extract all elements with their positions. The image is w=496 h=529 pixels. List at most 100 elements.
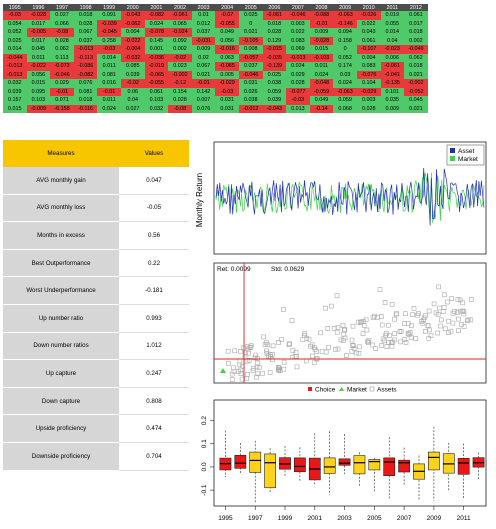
- heat-cell: 0.038: [238, 96, 263, 105]
- heat-cell: -0.107: [356, 45, 381, 54]
- year-box: [264, 448, 276, 494]
- asset-point: [394, 311, 399, 316]
- heat-year-header: 2008: [309, 4, 334, 11]
- box-body: [234, 455, 247, 469]
- asset-point: [379, 314, 384, 319]
- heat-cell: 0.024: [286, 62, 310, 71]
- asset-point: [384, 331, 389, 336]
- asset-point: [456, 316, 461, 322]
- heat-year-header: 1999: [97, 4, 121, 11]
- asset-point: [290, 348, 296, 353]
- heat-cell: 0.013: [286, 104, 310, 113]
- asset-point: [415, 312, 420, 318]
- measure-row: Down number ratios 1.012: [3, 332, 189, 361]
- heat-cell: 0.03: [333, 70, 357, 79]
- asset-point: [323, 349, 329, 355]
- asset-point: [449, 296, 454, 302]
- heat-cell: 0.04: [380, 36, 405, 45]
- heat-cell: -0.061: [262, 11, 287, 20]
- measure-row: Up number ratio 0.993: [3, 304, 189, 333]
- asset-point: [349, 337, 355, 343]
- heat-cell: 0.076: [191, 104, 216, 113]
- y-tick-label: 0.2: [201, 416, 208, 425]
- heat-cell: 0.014: [3, 45, 27, 54]
- box-body: [353, 455, 366, 475]
- measure-value: 0.56: [119, 221, 189, 250]
- heat-cell: 0.006: [380, 53, 405, 62]
- heat-cell: 0.065: [168, 19, 192, 28]
- x-tick-label: 2009: [427, 515, 442, 522]
- heat-cell: -0.113: [73, 53, 98, 62]
- heat-cell: -0.004: [120, 45, 145, 54]
- heat-cell: 0.015: [26, 79, 51, 88]
- heat-cell: 0.062: [404, 53, 428, 62]
- measure-name: Best Outperformance: [3, 249, 119, 278]
- asset-point: [393, 312, 399, 318]
- asset-point: [281, 307, 286, 312]
- heat-cell: 0.035: [380, 96, 405, 105]
- measure-value: 1.012: [119, 332, 189, 361]
- asset-point: [445, 299, 450, 305]
- x-tick-label: 2011: [457, 515, 471, 522]
- box-body: [457, 458, 470, 475]
- year-box: [234, 443, 247, 474]
- asset-point: [428, 333, 434, 338]
- heat-cell: 0.011: [97, 62, 121, 71]
- asset-point: [402, 337, 407, 342]
- heat-cell: 0.055: [380, 19, 405, 28]
- heat-cell: 0.023: [168, 62, 192, 71]
- asset-point: [318, 330, 323, 336]
- heat-cell: -0.088: [309, 11, 334, 20]
- heat-cell: 0.015: [309, 45, 334, 54]
- asset-point: [397, 329, 403, 334]
- heat-cell: 0.028: [50, 36, 74, 45]
- heat-table-row: -0.013 -0.022 -0.073 -0.086 0.011 0.085 -0.019…: [3, 62, 428, 71]
- measure-name: Down capture: [3, 387, 119, 416]
- heat-cell: 0.014: [97, 53, 121, 62]
- measure-name: AVG monthly gain: [3, 167, 119, 195]
- y-tick-label: 0.0: [201, 462, 208, 471]
- heat-cell: 0.011: [309, 62, 334, 71]
- year-box: [398, 447, 410, 485]
- asset-point: [392, 331, 397, 336]
- heat-cell: -0.035: [262, 53, 287, 62]
- asset-point: [256, 365, 262, 370]
- year-box: [472, 452, 485, 479]
- heat-cell: -0.01: [309, 19, 334, 28]
- asset-point: [279, 337, 284, 342]
- heat-cell: 0.024: [333, 79, 357, 88]
- asset-point: [389, 340, 394, 345]
- asset-point: [244, 376, 249, 381]
- heat-cell: 0.004: [120, 28, 145, 37]
- asset-point: [435, 330, 440, 336]
- heat-cell: 0.018: [262, 19, 287, 28]
- asset-point: [458, 308, 463, 314]
- heat-cell: 0.037: [73, 36, 98, 45]
- heat-cell: 0.024: [97, 104, 121, 113]
- asset-point: [389, 302, 395, 307]
- heat-cell: 0.004: [356, 53, 381, 62]
- asset-point: [440, 309, 446, 314]
- asset-point: [326, 345, 331, 350]
- asset-point: [357, 344, 362, 350]
- heat-cell: -0.024: [168, 28, 192, 37]
- choice-legend-swatch: [308, 387, 312, 391]
- asset-point: [261, 334, 266, 340]
- asset-point: [309, 342, 315, 348]
- heat-cell: -0.077: [286, 87, 310, 96]
- measure-name: Up number ratio: [3, 304, 119, 333]
- heat-cell: 0.068: [333, 104, 357, 113]
- asset-point: [384, 344, 390, 349]
- measure-value: 0.704: [119, 442, 189, 471]
- asset-point: [292, 354, 298, 359]
- heat-cell: -0.063: [333, 11, 357, 20]
- measure-row: Down capture 0.808: [3, 387, 189, 416]
- heat-cell: 0.06: [120, 87, 145, 96]
- asset-point: [373, 346, 378, 351]
- heat-cell: 0.026: [238, 87, 263, 96]
- heat-cell: 0.017: [404, 19, 428, 28]
- measure-value: 0.047: [119, 167, 189, 195]
- asset-point: [349, 349, 355, 354]
- measure-row: Up capture 0.247: [3, 359, 189, 388]
- heat-cell: 0.024: [309, 70, 334, 79]
